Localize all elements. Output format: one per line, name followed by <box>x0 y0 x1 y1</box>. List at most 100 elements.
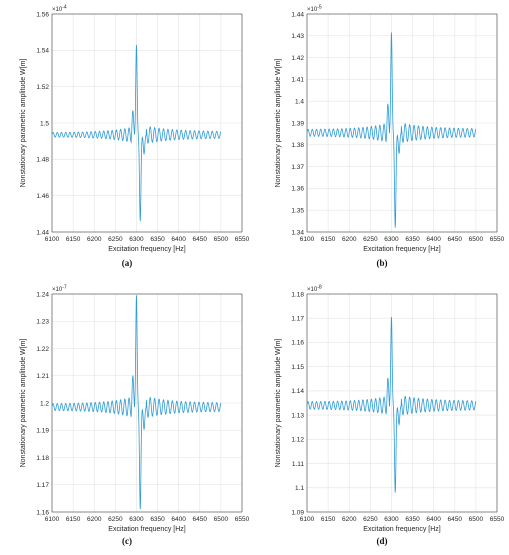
chart-panel-d: 6100 6150 6200 6250 6300 6350 6400 6450 6500 6550… <box>255 280 509 555</box>
y-exponent-label: ×10-4 <box>52 5 67 14</box>
y-tick-label: 1.1 <box>295 485 304 492</box>
y-tick-label: 1.43 <box>291 33 304 40</box>
y-tick-label: 1.34 <box>291 229 304 236</box>
x-axis-label: Excitation frequency [Hz] <box>108 246 185 253</box>
x-tick-label: 6200 <box>87 236 102 243</box>
chart-panel-c: 6100 6150 6200 6250 6300 6350 6400 6450 6500 6550… <box>0 280 254 555</box>
x-tick-label: 6350 <box>150 236 165 243</box>
y-tick-label: 1.44 <box>36 229 49 236</box>
x-tick-label: 6200 <box>342 516 357 523</box>
x-tick-label: 6550 <box>235 236 250 243</box>
x-axis-label: Excitation frequency [Hz] <box>363 526 440 533</box>
y-axis-label: Nonstationary parametric amplitude W[m] <box>20 59 27 188</box>
y-tick-label: 1.37 <box>291 164 304 171</box>
x-tick-label: 6500 <box>469 236 484 243</box>
chart-panel-b: 6100 6150 6200 6250 6300 6350 6400 6450 6500 6550… <box>255 0 509 275</box>
x-tick-label: 6100 <box>45 516 60 523</box>
x-tick-label: 6200 <box>87 516 102 523</box>
y-axis-label: Nonstationary parametric amplitude W[m] <box>275 339 282 468</box>
x-tick-label: 6450 <box>193 516 208 523</box>
y-tick-label: 1.35 <box>291 208 304 215</box>
x-tick-label: 6150 <box>321 236 336 243</box>
y-tick-label: 1.48 <box>36 157 49 164</box>
y-tick-label: 1.5 <box>40 120 49 127</box>
y-tick-label: 1.41 <box>291 77 304 84</box>
y-tick-label: 1.52 <box>36 84 49 91</box>
plot-frame <box>306 293 498 513</box>
x-tick-label: 6150 <box>66 236 81 243</box>
y-tick-label: 1.21 <box>36 373 49 380</box>
x-tick-label: 6300 <box>129 236 144 243</box>
y-tick-label: 1.36 <box>291 186 304 193</box>
x-tick-label: 6400 <box>171 236 186 243</box>
y-tick-label: 1.19 <box>36 428 49 435</box>
x-tick-label: 6550 <box>490 236 505 243</box>
x-tick-label: 6250 <box>363 236 378 243</box>
x-tick-label: 6400 <box>426 516 441 523</box>
y-tick-label: 1.16 <box>36 509 49 516</box>
y-tick-label: 1.39 <box>291 120 304 127</box>
x-tick-label: 6150 <box>66 516 81 523</box>
x-tick-label: 6500 <box>214 516 229 523</box>
x-tick-label: 6100 <box>45 236 60 243</box>
x-tick-label: 6400 <box>426 236 441 243</box>
y-tick-label: 1.18 <box>291 291 304 298</box>
y-exponent-label: ×10-8 <box>307 285 322 294</box>
x-tick-label: 6100 <box>300 236 315 243</box>
y-tick-label: 1.54 <box>36 48 49 55</box>
y-tick-label: 1.23 <box>36 319 49 326</box>
y-exponent-label: ×10-7 <box>52 285 67 294</box>
y-tick-label: 1.56 <box>36 11 49 18</box>
panel-label-b: (b) <box>376 258 388 268</box>
chart-svg-b: 6100 6150 6200 6250 6300 6350 6400 6450 6500 6550… <box>275 5 505 254</box>
panel-label-a: (a) <box>121 258 133 268</box>
plot-frame <box>306 13 498 233</box>
x-tick-label: 6500 <box>469 516 484 523</box>
series-line <box>306 32 477 228</box>
x-tick-label: 6300 <box>129 516 144 523</box>
y-tick-label: 1.46 <box>36 193 49 200</box>
x-tick-label: 6450 <box>448 236 463 243</box>
y-tick-label: 1.15 <box>291 364 304 371</box>
y-tick-label: 1.18 <box>36 455 49 462</box>
x-tick-label: 6450 <box>193 236 208 243</box>
x-tick-label: 6100 <box>300 516 315 523</box>
plot-frame <box>51 13 243 233</box>
y-tick-label: 1.09 <box>291 509 304 516</box>
x-tick-label: 6400 <box>171 516 186 523</box>
x-tick-label: 6250 <box>108 516 123 523</box>
x-tick-label: 6450 <box>448 516 463 523</box>
x-tick-label: 6500 <box>214 236 229 243</box>
y-tick-label: 1.44 <box>291 11 304 18</box>
y-tick-label: 1.4 <box>295 99 304 106</box>
x-axis-label: Excitation frequency [Hz] <box>108 526 185 533</box>
y-tick-label: 1.38 <box>291 142 304 149</box>
x-tick-label: 6550 <box>490 516 505 523</box>
chart-svg-a: 6100 6150 6200 6250 6300 6350 6400 6450 6500 6550… <box>20 5 250 254</box>
chart-svg-c: 6100 6150 6200 6250 6300 6350 6400 6450 6500 6550… <box>20 285 250 534</box>
chart-panel-a: 6100 6150 6200 6250 6300 6350 6400 6450 6500 6550… <box>0 0 254 275</box>
panel-label-c: (c) <box>122 536 132 546</box>
x-axis-label: Excitation frequency [Hz] <box>363 246 440 253</box>
x-tick-label: 6150 <box>321 516 336 523</box>
series-line <box>306 316 477 493</box>
x-tick-label: 6350 <box>405 516 420 523</box>
y-tick-label: 1.17 <box>36 482 49 489</box>
y-tick-label: 1.22 <box>36 346 49 353</box>
x-tick-label: 6550 <box>235 516 250 523</box>
x-tick-label: 6350 <box>150 516 165 523</box>
y-tick-label: 1.13 <box>291 412 304 419</box>
x-tick-label: 6200 <box>342 236 357 243</box>
y-tick-label: 1.11 <box>292 461 305 468</box>
y-axis-label: Nonstationary parametric amplitude W[m] <box>20 339 27 468</box>
y-tick-label: 1.17 <box>291 316 304 323</box>
x-tick-label: 6250 <box>108 236 123 243</box>
chart-svg-d: 6100 6150 6200 6250 6300 6350 6400 6450 6500 6550… <box>275 285 505 534</box>
y-tick-label: 1.2 <box>40 400 49 407</box>
x-tick-label: 6250 <box>363 516 378 523</box>
y-tick-label: 1.42 <box>291 55 304 62</box>
y-exponent-label: ×10-5 <box>307 5 322 14</box>
x-tick-label: 6300 <box>384 516 399 523</box>
x-tick-label: 6350 <box>405 236 420 243</box>
series-line <box>51 44 222 222</box>
